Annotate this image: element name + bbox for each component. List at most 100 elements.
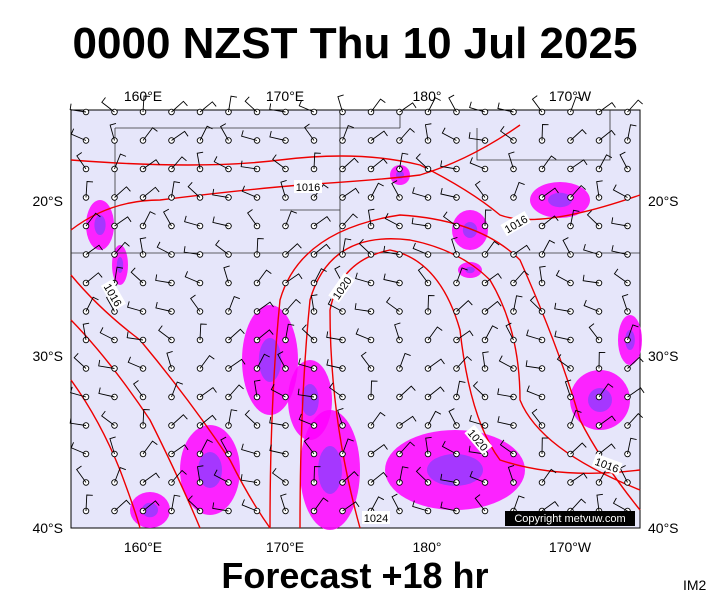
barb (507, 464, 515, 483)
barb (101, 97, 115, 113)
barb (313, 216, 331, 227)
barb (627, 124, 637, 141)
barb (70, 386, 87, 398)
barb (342, 438, 354, 455)
barb (370, 130, 388, 141)
barb (440, 188, 457, 198)
barb (541, 155, 557, 170)
barb (627, 324, 639, 341)
barb (586, 210, 600, 227)
barb (269, 416, 286, 426)
subtitle: Forecast +18 hr (221, 555, 488, 596)
barb (326, 359, 343, 369)
barb (611, 217, 628, 227)
barb (513, 244, 531, 255)
lon-label: 170°W (549, 539, 592, 555)
barb (337, 408, 344, 426)
barb (247, 209, 258, 227)
barb (171, 156, 187, 170)
barb (171, 494, 181, 512)
barb (183, 246, 201, 255)
barb (415, 466, 429, 483)
barb (399, 102, 417, 113)
barb (171, 469, 187, 483)
barb (270, 384, 286, 398)
barb (277, 351, 286, 369)
barb (256, 238, 264, 255)
isobar-label: 1024 (364, 513, 388, 525)
barb (456, 330, 474, 341)
barb (399, 466, 409, 483)
copyright-box (505, 511, 635, 526)
barb (391, 493, 400, 512)
barb (271, 467, 286, 483)
lon-label: 160°E (124, 88, 162, 104)
barb (427, 295, 435, 312)
barb (69, 417, 87, 426)
barb (190, 294, 201, 312)
barb (484, 325, 499, 341)
barb (85, 272, 103, 284)
barb (313, 152, 321, 170)
barb (440, 160, 457, 170)
barb (611, 245, 628, 255)
barb (337, 94, 344, 113)
barb (171, 381, 183, 398)
barb (448, 94, 457, 113)
barb (384, 213, 400, 227)
barb (598, 101, 616, 113)
barb (541, 187, 559, 198)
barb (256, 329, 274, 341)
image-code: IM2 (683, 577, 707, 593)
barb (412, 187, 429, 198)
barb (411, 217, 429, 227)
barb (526, 385, 543, 398)
barb (526, 329, 543, 341)
barb (541, 468, 557, 483)
barb (313, 243, 331, 255)
barb (355, 272, 372, 284)
isobar-label: 1016 (296, 182, 320, 194)
barb (199, 387, 217, 398)
barb (228, 384, 244, 398)
barb (114, 216, 132, 227)
barb (367, 208, 375, 227)
barb (370, 98, 386, 113)
barb (244, 96, 258, 113)
barb (114, 266, 124, 284)
barb (142, 211, 156, 227)
barb (555, 269, 571, 284)
isobar-label-box (328, 272, 355, 303)
barb (484, 300, 502, 312)
barb (497, 102, 514, 113)
precip-core (465, 266, 475, 274)
barb (469, 157, 486, 170)
precip-core (258, 338, 282, 382)
barb (285, 298, 301, 312)
barb (383, 273, 400, 284)
barb (417, 266, 429, 284)
barb (228, 358, 246, 369)
barb (541, 437, 549, 455)
barb (598, 352, 606, 369)
barb (223, 265, 230, 284)
barb (427, 386, 445, 398)
barb (228, 95, 238, 113)
barb (531, 95, 543, 113)
barb (598, 443, 616, 455)
barb (441, 127, 457, 141)
barb (69, 103, 87, 113)
wind-barbs (69, 94, 645, 515)
barb (142, 409, 150, 426)
barb (220, 123, 229, 141)
barb (427, 358, 445, 369)
barb (342, 471, 359, 483)
barb (85, 212, 101, 227)
barb (326, 331, 343, 341)
barb (570, 159, 588, 170)
barb (228, 328, 245, 341)
barb (241, 185, 258, 198)
barb (468, 445, 486, 455)
barb (570, 498, 587, 512)
